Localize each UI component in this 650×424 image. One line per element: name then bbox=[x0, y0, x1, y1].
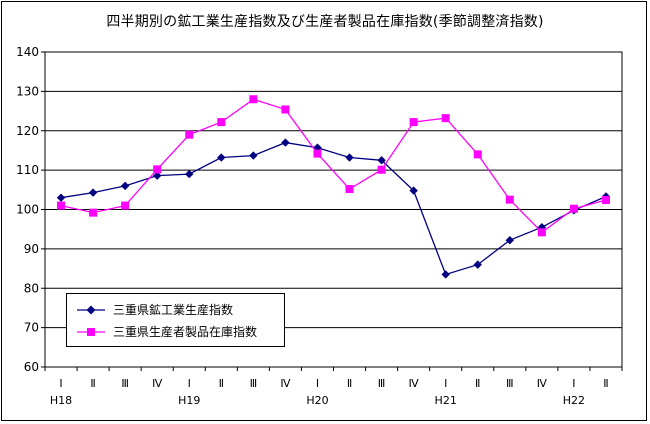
data-point-s1-5 bbox=[217, 118, 226, 127]
legend-label-production: 三重県鉱工業生産指数 bbox=[113, 303, 234, 317]
data-point-s1-2 bbox=[121, 201, 130, 210]
series-lines bbox=[56, 95, 611, 279]
x-tick-label-2: Ⅲ bbox=[121, 377, 129, 390]
legend-swatch-inventory bbox=[77, 328, 105, 336]
data-point-s1-17 bbox=[601, 196, 610, 205]
data-point-s0-2 bbox=[120, 181, 130, 191]
y-tick-label-70: 70 bbox=[24, 321, 39, 335]
data-point-s1-11 bbox=[409, 118, 418, 127]
series-line-0 bbox=[60, 141, 607, 276]
data-point-s0-9 bbox=[345, 153, 354, 162]
data-point-s0-12 bbox=[441, 270, 450, 279]
y-tick-label-140: 140 bbox=[16, 45, 39, 59]
x-year-label-H18: H18 bbox=[50, 394, 72, 407]
data-point-s0-13 bbox=[473, 260, 482, 269]
data-point-s0-10 bbox=[377, 156, 386, 165]
data-point-s1-8 bbox=[313, 149, 322, 158]
x-tick-label-1: Ⅱ bbox=[90, 377, 95, 390]
x-year-label-H21: H21 bbox=[435, 394, 457, 407]
series-line-1 bbox=[60, 98, 607, 234]
data-point-s0-14 bbox=[505, 236, 515, 245]
data-point-s0-15 bbox=[537, 223, 547, 232]
y-tick-label-120: 120 bbox=[16, 124, 39, 138]
x-tick-label-6: Ⅲ bbox=[250, 377, 258, 390]
legend-label-inventory: 三重県生産者製品在庫指数 bbox=[113, 325, 258, 339]
data-point-s1-13 bbox=[473, 150, 482, 159]
series-0 bbox=[56, 138, 611, 279]
x-tick-label-12: Ⅰ bbox=[444, 377, 447, 390]
x-tick-label-16: Ⅰ bbox=[572, 377, 575, 390]
x-tick-label-9: Ⅱ bbox=[347, 377, 352, 390]
data-point-s0-4 bbox=[185, 169, 194, 179]
legend-item-production: 三重県鉱工業生産指数 bbox=[67, 300, 284, 320]
legend-swatch-production bbox=[77, 305, 105, 315]
y-tick-label-130: 130 bbox=[16, 84, 39, 98]
y-tick-label-80: 80 bbox=[24, 281, 39, 295]
x-tick-label-5: Ⅱ bbox=[219, 377, 224, 390]
data-point-s0-5 bbox=[217, 153, 226, 162]
data-point-s1-14 bbox=[505, 195, 514, 204]
x-tick-label-7: Ⅳ bbox=[280, 377, 291, 390]
x-tick-label-3: Ⅳ bbox=[152, 377, 163, 390]
legend-item-inventory: 三重県生産者製品在庫指数 bbox=[67, 322, 284, 342]
x-year-label-H20: H20 bbox=[306, 394, 328, 407]
data-point-s0-7 bbox=[281, 138, 290, 147]
x-tick-label-14: Ⅲ bbox=[506, 377, 514, 390]
data-point-s1-6 bbox=[249, 95, 258, 104]
data-point-s1-10 bbox=[377, 165, 386, 174]
data-point-s0-11 bbox=[409, 186, 418, 195]
series-1 bbox=[57, 95, 610, 237]
data-point-s1-12 bbox=[441, 114, 450, 123]
data-point-s1-15 bbox=[537, 228, 546, 237]
data-point-s0-3 bbox=[152, 171, 162, 180]
data-point-s1-9 bbox=[345, 185, 354, 194]
data-point-s0-6 bbox=[249, 151, 258, 160]
data-point-s1-1 bbox=[89, 208, 98, 217]
data-point-s1-16 bbox=[569, 204, 578, 213]
data-point-s0-0 bbox=[56, 193, 66, 202]
y-tick-label-110: 110 bbox=[16, 163, 39, 177]
x-tick-label-17: Ⅱ bbox=[603, 377, 608, 390]
x-tick-label-4: Ⅰ bbox=[188, 377, 191, 390]
x-year-label-H22: H22 bbox=[563, 394, 585, 407]
y-axis-tick-labels: 60 70 80 90 100 110 120 130 140 bbox=[16, 45, 45, 374]
data-point-s1-3 bbox=[153, 165, 162, 174]
y-tick-label-60: 60 bbox=[24, 360, 39, 374]
data-point-s1-7 bbox=[281, 105, 290, 114]
chart-title: 四半期別の鉱工業生産指数及び生産者製品在庫指数(季節調整済指数) bbox=[106, 14, 544, 30]
data-point-s0-1 bbox=[88, 188, 98, 197]
x-tick-label-0: Ⅰ bbox=[59, 377, 62, 390]
chart-legend: 三重県鉱工業生産指数 三重県生産者製品在庫指数 bbox=[66, 293, 285, 347]
x-axis-tick-labels: Ⅰ Ⅱ Ⅲ Ⅳ Ⅰ Ⅱ Ⅲ Ⅳ Ⅰ Ⅱ Ⅲ Ⅳ Ⅰ Ⅱ Ⅲ Ⅳ Ⅰ Ⅱ H18 H19 H20 H21 H22 bbox=[44, 367, 623, 407]
y-tick-label-100: 100 bbox=[16, 203, 39, 217]
x-tick-label-10: Ⅲ bbox=[378, 377, 386, 390]
x-tick-label-8: Ⅰ bbox=[316, 377, 319, 390]
data-point-s1-0 bbox=[57, 201, 66, 210]
x-year-label-H19: H19 bbox=[178, 394, 200, 407]
data-point-s1-4 bbox=[185, 130, 194, 139]
y-tick-label-90: 90 bbox=[24, 242, 39, 256]
x-tick-label-15: Ⅳ bbox=[537, 377, 548, 390]
x-tick-label-13: Ⅱ bbox=[475, 377, 480, 390]
x-tick-label-11: Ⅳ bbox=[409, 377, 420, 390]
